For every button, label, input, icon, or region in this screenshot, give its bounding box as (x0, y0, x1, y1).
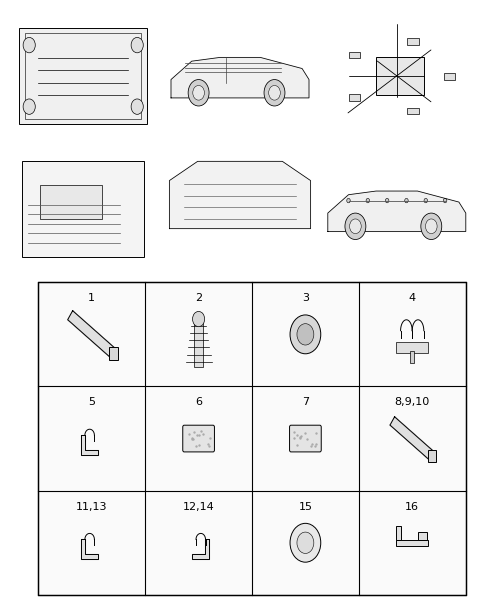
Circle shape (347, 198, 350, 203)
Text: 6: 6 (195, 398, 202, 407)
FancyBboxPatch shape (289, 425, 321, 452)
Bar (349, 95, 360, 101)
Text: 15: 15 (299, 501, 312, 512)
Bar (22, 161, 144, 257)
Circle shape (444, 198, 447, 203)
Circle shape (366, 198, 370, 203)
FancyBboxPatch shape (183, 425, 215, 452)
Circle shape (269, 86, 280, 100)
Circle shape (424, 198, 428, 203)
Bar (410, 351, 414, 364)
Bar (38, 282, 466, 595)
Circle shape (421, 213, 442, 240)
Bar (418, 532, 427, 540)
Text: 4: 4 (408, 293, 416, 303)
Circle shape (131, 38, 144, 53)
Bar (428, 450, 436, 463)
Circle shape (349, 219, 361, 234)
Circle shape (23, 99, 36, 114)
Polygon shape (328, 191, 466, 231)
Text: 12,14: 12,14 (183, 501, 215, 512)
Circle shape (290, 315, 321, 354)
Text: 11,13: 11,13 (76, 501, 108, 512)
Bar (109, 347, 118, 360)
Circle shape (131, 99, 144, 114)
Polygon shape (81, 540, 98, 560)
Bar (396, 540, 428, 546)
Circle shape (345, 213, 366, 240)
Bar (408, 107, 419, 114)
Circle shape (290, 523, 321, 562)
Bar (349, 52, 360, 58)
Bar (408, 38, 419, 45)
Bar (19, 28, 147, 124)
Bar (396, 526, 401, 540)
Text: 3: 3 (302, 293, 309, 303)
Polygon shape (171, 58, 309, 98)
Polygon shape (390, 417, 434, 460)
Circle shape (23, 38, 36, 53)
Polygon shape (81, 435, 98, 455)
Circle shape (264, 80, 285, 106)
Polygon shape (192, 540, 209, 560)
Circle shape (385, 198, 389, 203)
Polygon shape (68, 311, 116, 358)
Circle shape (297, 324, 314, 345)
Bar (25, 33, 141, 119)
Bar (444, 73, 455, 80)
Polygon shape (169, 161, 311, 229)
Circle shape (188, 80, 209, 106)
Bar (40, 185, 102, 219)
Text: 7: 7 (302, 398, 309, 407)
Text: 8,9,10: 8,9,10 (395, 398, 430, 407)
Bar (376, 56, 424, 95)
Bar (194, 318, 203, 367)
Text: 1: 1 (88, 293, 96, 303)
Circle shape (405, 198, 408, 203)
Text: 5: 5 (88, 398, 96, 407)
Circle shape (192, 311, 204, 327)
Text: 2: 2 (195, 293, 202, 303)
Circle shape (193, 86, 204, 100)
Circle shape (297, 532, 314, 554)
Circle shape (425, 219, 437, 234)
Text: 16: 16 (405, 501, 419, 512)
Bar (396, 342, 428, 353)
